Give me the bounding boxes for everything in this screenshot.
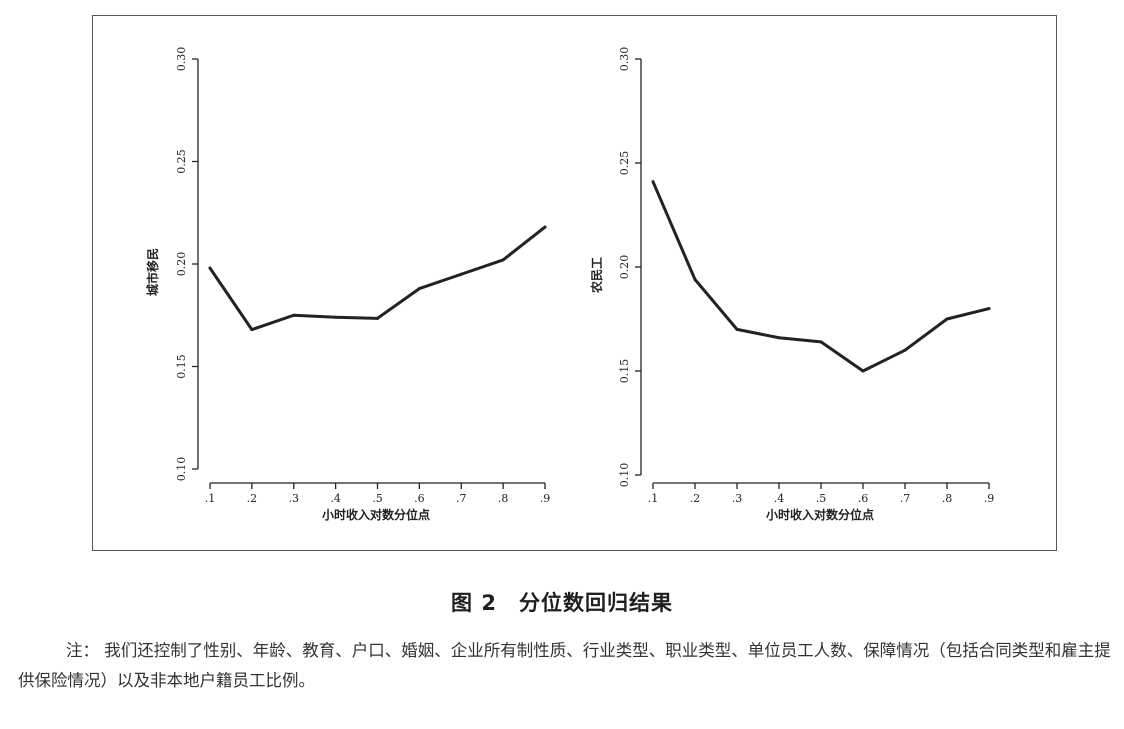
data-point [987, 307, 991, 311]
x-tick-label: .5 [372, 492, 383, 505]
y-tick-label: 0.10 [175, 457, 188, 482]
y-tick-label: 0.20 [175, 252, 188, 277]
data-point [945, 317, 949, 321]
series-line [208, 225, 547, 332]
x-tick-label: .8 [498, 492, 509, 505]
x-tick-label: .3 [289, 492, 300, 505]
x-tick-label: .2 [690, 492, 701, 505]
x-tick-label: .4 [774, 492, 785, 505]
y-tick-label: 0.25 [618, 151, 631, 176]
y-tick-label: 0.30 [175, 47, 188, 72]
x-tick-label: .3 [732, 492, 743, 505]
data-point [735, 327, 739, 331]
y-tick-label: 0.30 [618, 47, 631, 72]
data-point [459, 272, 463, 276]
data-point [501, 258, 505, 262]
chart-panel-1: 0.10 0.15 0.20 0.25 0.30 .1 .2 .3 .4 .5 .6 .7 .8 .9 小时… [145, 47, 550, 522]
x-tick-label: .1 [205, 492, 216, 505]
chart-canvas: 0.10 0.15 0.20 0.25 0.30 .1 .2 .3 .4 .5 .6 .7 .8 .9 小时… [145, 47, 994, 522]
data-point [543, 225, 547, 229]
x-tick-label: .9 [540, 492, 551, 505]
data-point [651, 180, 655, 184]
y-axis-title: 农民工 [589, 257, 604, 294]
data-point [292, 313, 296, 317]
data-point [693, 277, 697, 281]
x-axis-title: 小时收入对数分位点 [766, 507, 874, 522]
x-tick-label: .5 [816, 492, 827, 505]
x-axis-title: 小时收入对数分位点 [322, 507, 430, 522]
x-tick-label: .4 [330, 492, 341, 505]
data-point [417, 287, 421, 291]
y-axis-title: 城市移民 [145, 248, 160, 296]
y-tick-label: 0.25 [175, 149, 188, 174]
figure-note: 注： 我们还控制了性别、年龄、教育、户口、婚姻、企业所有制性质、行业类型、职业类… [18, 636, 1114, 696]
x-tick-label: .1 [648, 492, 659, 505]
note-label: 注： [66, 641, 99, 660]
data-point [208, 266, 212, 270]
x-tick-label: .7 [456, 492, 467, 505]
data-point [250, 328, 254, 332]
y-tick-label: 0.10 [618, 463, 631, 488]
data-point [819, 340, 823, 344]
y-tick-label: 0.15 [175, 354, 188, 379]
data-point [376, 316, 379, 320]
y-tick-label: 0.15 [618, 359, 631, 384]
x-tick-label: .9 [984, 492, 995, 505]
data-point [777, 336, 781, 340]
figure-caption: 图 2 分位数回归结果 [451, 591, 673, 615]
figure-frame: 0.10 0.15 0.20 0.25 0.30 .1 .2 .3 .4 .5 .6 .7 .8 .9 小时… [92, 15, 1057, 551]
x-tick-label: .6 [858, 492, 869, 505]
data-point [334, 315, 338, 319]
x-tick-label: .7 [900, 492, 911, 505]
data-point [903, 348, 907, 352]
y-tick-label: 0.20 [618, 255, 631, 280]
chart-panel-2: 0.10 0.15 0.20 0.25 0.30 .1 .2 .3 .4 .5 .6 .7 .8 .9 小时… [589, 47, 994, 522]
data-point [861, 369, 865, 373]
x-tick-label: .6 [414, 492, 425, 505]
x-tick-label: .8 [942, 492, 953, 505]
x-tick-label: .2 [247, 492, 258, 505]
note-text: 我们还控制了性别、年龄、教育、户口、婚姻、企业所有制性质、行业类型、职业类型、单… [18, 641, 1111, 690]
